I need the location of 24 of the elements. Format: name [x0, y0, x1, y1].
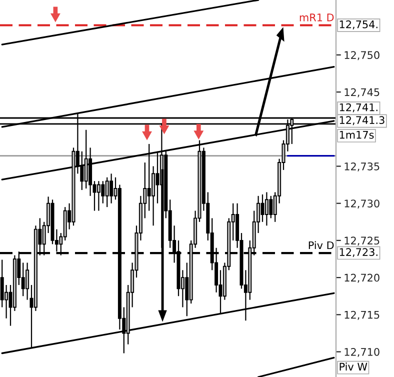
y-tick-label: 12,735 [344, 162, 380, 172]
text: 12,741. [340, 103, 378, 112]
y-tick-label: 12,745 [344, 88, 380, 98]
text: Piv W [340, 362, 368, 370]
ref-line-label: Piv D [308, 241, 334, 250]
text: 12,723. [340, 248, 378, 258]
candlestick [21, 262, 25, 297]
candlestick [152, 166, 156, 226]
candlestick [105, 176, 109, 208]
y-tick-label: 12,750 [344, 51, 380, 60]
y-tick-label: 12,730 [344, 200, 380, 209]
candlestick [264, 192, 268, 226]
y-tick-label: 12,715 [344, 310, 380, 320]
candlestick [26, 262, 30, 300]
candlestick [96, 180, 100, 212]
ref-line-label: mR1 D [300, 14, 334, 22]
text: 12,754. [340, 20, 378, 30]
text: 1m17s [340, 131, 374, 139]
text: 12,741.3 [340, 116, 384, 126]
y-tick-label: 12,720 [344, 274, 380, 283]
candlestick [110, 173, 114, 204]
candlestick [269, 195, 273, 219]
y-tick-label: 12,710 [344, 348, 380, 357]
y-tick-label: 12,725 [344, 236, 380, 246]
